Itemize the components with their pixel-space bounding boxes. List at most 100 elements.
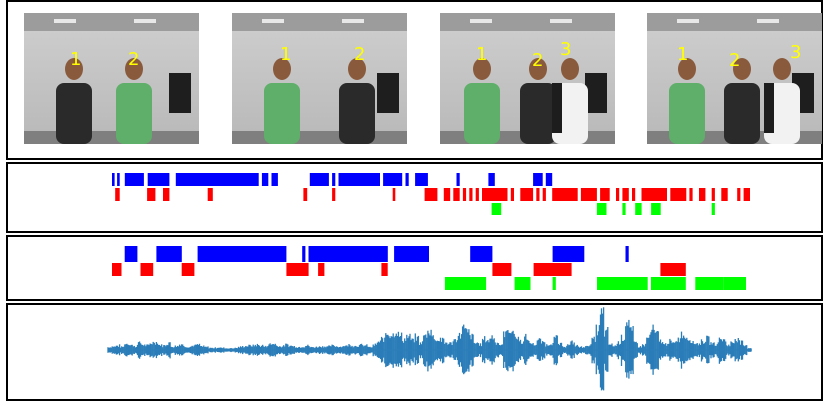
speech-segment-speaker_a (625, 246, 629, 262)
speech-segment-speaker_a (197, 246, 287, 262)
person-id-label: 1 (280, 44, 291, 65)
speech-segment-speaker_a (302, 246, 306, 262)
speech-segment-speaker_c (596, 203, 607, 215)
speech-segment-speaker_a (147, 173, 170, 186)
speech-segment-speaker_b (552, 188, 578, 201)
speech-segment-speaker_c (650, 277, 686, 290)
speech-segment-speaker_b (112, 263, 122, 276)
video-frame-4: 1 2 3 (647, 13, 822, 144)
speech-segment-speaker_a (156, 246, 182, 262)
speech-segment-speaker_a (533, 173, 543, 186)
speech-segment-speaker_b (660, 263, 686, 276)
speech-segment-speaker_b (115, 188, 120, 201)
speech-segment-speaker_a (261, 173, 269, 186)
speech-segment-speaker_c (514, 277, 531, 290)
speech-segment-speaker_b (286, 263, 309, 276)
speech-segment-speaker_a (394, 246, 429, 262)
person (464, 58, 500, 144)
speech-segment-speaker_b (492, 263, 512, 276)
speech-segment-speaker_b (381, 263, 388, 276)
speech-segment-speaker_b (520, 188, 534, 201)
speech-segment-speaker_c (635, 203, 642, 215)
speaker-timeline-panel-2 (6, 235, 823, 301)
speech-segment-speaker_a (124, 246, 138, 262)
person-id-label: 1 (70, 49, 81, 70)
person (339, 58, 375, 144)
person-id-label: 1 (677, 44, 688, 65)
person-id-label: 2 (354, 44, 365, 65)
speech-segment-speaker_b (147, 188, 156, 201)
person-id-label: 1 (476, 44, 487, 65)
speech-segment-speaker_c (651, 203, 661, 215)
speech-segment-speaker_c (723, 277, 746, 290)
speech-segment-speaker_b (721, 188, 728, 201)
speech-segment-speaker_a (470, 246, 493, 262)
speech-segment-speaker_b (689, 188, 693, 201)
person (764, 58, 800, 144)
speech-segment-speaker_b (616, 188, 620, 201)
speech-segment-speaker_c (491, 203, 502, 215)
speech-segment-speaker_a (332, 173, 336, 186)
speech-segment-speaker_b (542, 188, 546, 201)
speech-segment-speaker_a (308, 246, 388, 262)
speech-segment-speaker_b (469, 188, 473, 201)
speech-segment-speaker_b (632, 188, 636, 201)
speech-segment-speaker_b (181, 263, 195, 276)
speech-segment-speaker_b (475, 188, 479, 201)
speech-segment-speaker_b (580, 188, 597, 201)
speech-segment-speaker_c (622, 203, 626, 215)
speech-segment-speaker_b (600, 188, 610, 201)
speech-segment-speaker_b (641, 188, 667, 201)
speech-segment-speaker_a (271, 173, 278, 186)
speech-segment-speaker_a (117, 173, 120, 186)
speech-segment-speaker_a (405, 173, 409, 186)
person (520, 58, 556, 144)
speech-segment-speaker_b (443, 188, 451, 201)
speech-segment-speaker_c (597, 277, 648, 290)
speech-segment-speaker_b (533, 263, 572, 276)
speech-segment-speaker_a (112, 173, 115, 186)
speech-segment-speaker_a (456, 173, 460, 186)
person (724, 58, 760, 144)
speech-segment-speaker_c (444, 277, 487, 290)
speech-segment-speaker_b (737, 188, 741, 201)
speech-segment-speaker_b (711, 188, 715, 201)
speech-segment-speaker_b (163, 188, 170, 201)
speech-segment-speaker_b (332, 188, 336, 201)
speech-segment-speaker_a (552, 246, 585, 262)
person-id-label: 2 (532, 50, 543, 71)
person (56, 58, 92, 144)
speech-segment-speaker_b (424, 188, 438, 201)
speech-segment-speaker_b (140, 263, 154, 276)
speech-segment-speaker_a (309, 173, 329, 186)
speech-segment-speaker_a (488, 173, 495, 186)
speech-segment-speaker_b (699, 188, 706, 201)
speech-segment-speaker_b (670, 188, 687, 201)
speech-segment-speaker_a (175, 173, 259, 186)
speech-segment-speaker_b (392, 188, 396, 201)
speech-segment-speaker_c (695, 277, 724, 290)
speech-segment-speaker_b (462, 188, 467, 201)
person-id-label: 3 (790, 42, 801, 63)
speech-segment-speaker_a (383, 173, 403, 186)
person-id-label: 2 (128, 49, 139, 70)
speech-segment-speaker_b (482, 188, 508, 201)
person-id-label: 3 (560, 39, 571, 60)
person (116, 58, 152, 144)
speech-segment-speaker_b (510, 188, 514, 201)
speech-segment-speaker_c (711, 203, 715, 215)
speech-segment-speaker_b (318, 263, 325, 276)
person (669, 58, 705, 144)
person (552, 58, 588, 144)
speech-segment-speaker_b (303, 188, 308, 201)
speech-segment-speaker_b (453, 188, 460, 201)
person-id-label: 2 (729, 50, 740, 71)
speech-segment-speaker_b (743, 188, 750, 201)
speech-segment-speaker_a (545, 173, 553, 186)
speech-segment-speaker_c (552, 277, 556, 290)
speech-segment-speaker_a (415, 173, 428, 186)
